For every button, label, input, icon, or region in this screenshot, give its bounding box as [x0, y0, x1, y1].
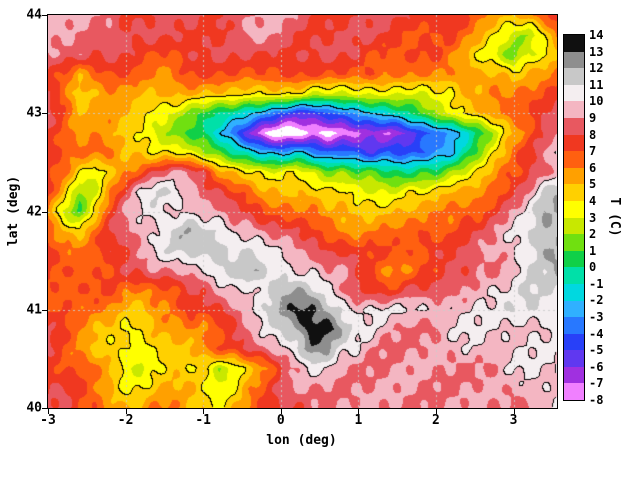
temperature-map-canvas [48, 15, 557, 408]
y-tick-label: 43 [26, 105, 42, 121]
x-tick-mark [358, 409, 360, 414]
colorbar-tick-label: -5 [589, 343, 604, 358]
colorbar-band [564, 101, 584, 118]
colorbar-tick-label: 12 [589, 61, 604, 76]
x-tick-mark [435, 409, 437, 414]
colorbar-label: T (C) [607, 197, 622, 237]
colorbar-tick-label: -7 [589, 376, 604, 391]
colorbar-tick-label: 11 [589, 77, 604, 92]
x-axis-label: lon (deg) [266, 433, 337, 448]
colorbar-tick-label: 8 [589, 127, 597, 142]
y-tick-mark [42, 309, 47, 311]
colorbar-band [564, 35, 584, 52]
colorbar-tick-label: 4 [589, 193, 597, 208]
colorbar-band [564, 250, 584, 268]
y-tick-label: 44 [26, 7, 42, 23]
y-tick-mark [42, 408, 47, 409]
colorbar-tick-label: 10 [589, 94, 604, 109]
colorbar-tick-label: -2 [589, 293, 604, 308]
colorbar-band [564, 200, 584, 218]
colorbar-tick-label: -3 [589, 310, 604, 325]
colorbar-band [564, 267, 584, 284]
colorbar-tick-label: 2 [589, 227, 597, 242]
x-tick-mark [203, 409, 205, 414]
x-tick-label: -3 [40, 413, 56, 428]
y-tick-mark [42, 113, 47, 115]
colorbar-band [564, 167, 584, 185]
y-tick-mark [42, 15, 47, 16]
colorbar-band [564, 217, 584, 235]
colorbar-tick-label: 1 [589, 243, 597, 258]
colorbar-tick-label: 14 [589, 28, 604, 42]
colorbar-tick-label: 13 [589, 44, 604, 59]
colorbar-band [564, 184, 584, 201]
colorbar-band [564, 350, 584, 367]
colorbar-band [564, 84, 584, 102]
colorbar-band [564, 333, 584, 351]
colorbar-tick-label: -8 [589, 393, 604, 407]
colorbar [563, 34, 585, 401]
colorbar-band [564, 383, 584, 401]
colorbar-band [564, 300, 584, 318]
colorbar-band [564, 151, 584, 168]
colorbar-band [564, 317, 584, 334]
colorbar-tick-label: 9 [589, 110, 597, 125]
x-tick-label: 3 [509, 413, 518, 428]
colorbar-tick-label: 6 [589, 160, 597, 175]
colorbar-tick-label: -4 [589, 326, 604, 341]
colorbar-band [564, 366, 584, 384]
colorbar-tick-label: 0 [589, 260, 597, 275]
colorbar-band [564, 68, 584, 85]
x-tick-label: -2 [117, 413, 134, 428]
x-tick-mark [125, 409, 127, 414]
colorbar-tick-label: -6 [589, 359, 604, 374]
x-tick-label: 0 [276, 413, 285, 428]
x-tick-label: -1 [195, 413, 211, 428]
colorbar-band [564, 283, 584, 301]
x-tick-label: 1 [354, 413, 363, 428]
colorbar-tick-label: 5 [589, 177, 597, 192]
colorbar-tick-label: 3 [589, 210, 597, 225]
colorbar-band [564, 134, 584, 152]
x-tick-mark [513, 409, 515, 414]
x-tick-label: 2 [432, 413, 440, 428]
colorbar-band [564, 234, 584, 251]
y-tick-label: 41 [26, 302, 42, 318]
y-tick-label: 42 [26, 204, 42, 219]
x-tick-mark [280, 409, 282, 414]
colorbar-tick-label: -1 [589, 276, 604, 291]
x-tick-mark [48, 409, 49, 414]
colorbar-band [564, 117, 584, 135]
y-tick-mark [42, 211, 47, 213]
plot-area [47, 14, 558, 409]
colorbar-band [564, 51, 584, 69]
y-tick-label: 40 [26, 400, 42, 416]
colorbar-tick-label: 7 [589, 144, 597, 159]
